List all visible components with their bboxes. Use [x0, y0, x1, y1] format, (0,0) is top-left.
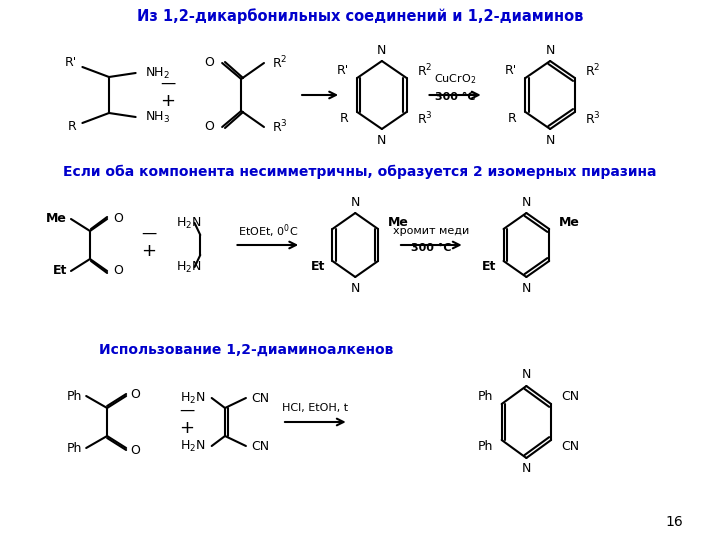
- Text: N: N: [377, 44, 387, 57]
- Text: R$^3$: R$^3$: [271, 119, 287, 136]
- Text: O: O: [204, 120, 215, 133]
- Text: R': R': [505, 64, 517, 78]
- Text: N: N: [522, 462, 531, 476]
- Text: N: N: [522, 195, 531, 208]
- Text: N: N: [351, 195, 360, 208]
- Text: N: N: [546, 133, 555, 146]
- Text: Ph: Ph: [67, 389, 82, 402]
- Text: R$^2$: R$^2$: [271, 55, 287, 71]
- Text: N: N: [522, 281, 531, 294]
- Text: CuCrO$_2$: CuCrO$_2$: [434, 72, 476, 86]
- Text: Если оба компонента несимметричны, образуется 2 изомерных пиразина: Если оба компонента несимметричны, образ…: [63, 165, 657, 179]
- Text: R: R: [340, 112, 348, 125]
- Text: +: +: [141, 242, 156, 260]
- Text: 16: 16: [665, 515, 683, 529]
- Text: —: —: [141, 226, 156, 241]
- Text: Ph: Ph: [478, 390, 493, 403]
- Text: R$^3$: R$^3$: [585, 111, 601, 127]
- Text: Из 1,2-дикарбонильных соединений и 1,2-диаминов: Из 1,2-дикарбонильных соединений и 1,2-д…: [137, 8, 583, 24]
- Text: O: O: [113, 265, 122, 278]
- Text: Ph: Ph: [67, 442, 82, 455]
- Text: HCl, EtOH, t: HCl, EtOH, t: [282, 403, 348, 413]
- Text: H$_2$N: H$_2$N: [181, 390, 206, 406]
- Text: O: O: [113, 213, 122, 226]
- Text: 300 °C: 300 °C: [435, 92, 475, 102]
- Text: Me: Me: [46, 213, 67, 226]
- Text: EtOEt, 0$^0$C: EtOEt, 0$^0$C: [238, 222, 298, 240]
- Text: H$_2$N: H$_2$N: [176, 259, 201, 274]
- Text: Me: Me: [559, 217, 580, 230]
- Text: N: N: [522, 368, 531, 381]
- Text: CN: CN: [251, 440, 270, 453]
- Text: O: O: [130, 388, 140, 401]
- Text: O: O: [130, 443, 140, 456]
- Text: R$^2$: R$^2$: [417, 63, 433, 79]
- Text: Использование 1,2-диаминоалкенов: Использование 1,2-диаминоалкенов: [99, 343, 393, 357]
- Text: R': R': [65, 57, 77, 70]
- Text: R$^3$: R$^3$: [417, 111, 433, 127]
- Text: Et: Et: [310, 260, 325, 273]
- Text: R': R': [336, 64, 348, 78]
- Text: NH$_2$: NH$_2$: [145, 65, 170, 80]
- Text: Et: Et: [53, 265, 67, 278]
- Text: H$_2$N: H$_2$N: [176, 215, 201, 231]
- Text: N: N: [377, 133, 387, 146]
- Text: Et: Et: [482, 260, 496, 273]
- Text: Ph: Ph: [478, 441, 493, 454]
- Text: R: R: [508, 112, 517, 125]
- Text: +: +: [161, 92, 176, 110]
- Text: хромит меди: хромит меди: [393, 226, 469, 236]
- Text: Me: Me: [387, 217, 408, 230]
- Text: CN: CN: [562, 441, 580, 454]
- Text: —: —: [161, 76, 176, 91]
- Text: R$^2$: R$^2$: [585, 63, 600, 79]
- Text: 300 °C: 300 °C: [411, 243, 451, 253]
- Text: NH$_3$: NH$_3$: [145, 110, 171, 125]
- Text: R: R: [68, 120, 77, 133]
- Text: +: +: [179, 419, 194, 437]
- Text: N: N: [546, 44, 555, 57]
- Text: CN: CN: [562, 390, 580, 403]
- Text: O: O: [204, 57, 215, 70]
- Text: H$_2$N: H$_2$N: [181, 438, 206, 454]
- Text: —: —: [179, 403, 194, 418]
- Text: CN: CN: [251, 392, 270, 404]
- Text: N: N: [351, 281, 360, 294]
